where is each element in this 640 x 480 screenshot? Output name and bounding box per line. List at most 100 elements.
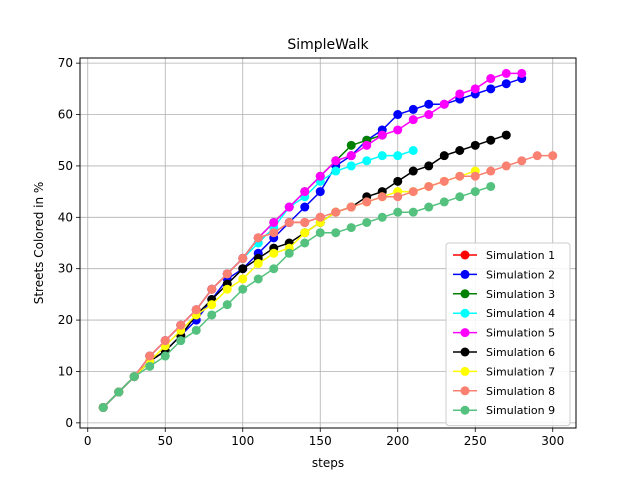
y-tick-label: 70 bbox=[58, 56, 73, 70]
data-point bbox=[439, 151, 449, 161]
data-point bbox=[470, 171, 480, 181]
data-point bbox=[160, 336, 170, 346]
legend-entry: Simulation 3 bbox=[453, 288, 555, 301]
data-point bbox=[501, 68, 511, 78]
data-point bbox=[393, 207, 403, 217]
legend-entry: Simulation 7 bbox=[453, 365, 555, 378]
legend-entry: Simulation 8 bbox=[453, 385, 555, 398]
data-point bbox=[284, 217, 294, 227]
y-tick-label: 60 bbox=[58, 108, 73, 122]
data-point bbox=[501, 79, 511, 89]
data-point bbox=[393, 192, 403, 202]
data-point bbox=[439, 99, 449, 109]
data-point bbox=[486, 166, 496, 176]
data-point bbox=[346, 151, 356, 161]
data-point bbox=[362, 140, 372, 150]
data-point bbox=[455, 89, 465, 99]
data-point bbox=[486, 135, 496, 145]
data-point bbox=[300, 187, 310, 197]
legend-label: Simulation 3 bbox=[486, 288, 555, 301]
data-point bbox=[315, 212, 325, 222]
legend-entry: Simulation 9 bbox=[453, 404, 555, 417]
data-point bbox=[532, 151, 542, 161]
legend-swatch-marker bbox=[460, 386, 470, 396]
y-tick-label: 10 bbox=[58, 364, 73, 378]
y-axis-title: Streets Colored in % bbox=[32, 182, 46, 305]
y-tick-label: 20 bbox=[58, 313, 73, 327]
data-point bbox=[346, 202, 356, 212]
data-point bbox=[222, 300, 232, 310]
data-point bbox=[408, 115, 418, 125]
legend-label: Simulation 4 bbox=[486, 307, 555, 320]
data-point bbox=[315, 187, 325, 197]
data-point bbox=[98, 402, 108, 412]
x-axis-title: steps bbox=[312, 456, 344, 470]
plot-frame bbox=[79, 57, 577, 429]
data-point bbox=[470, 84, 480, 94]
data-point bbox=[424, 110, 434, 120]
data-point bbox=[269, 217, 279, 227]
data-point bbox=[517, 68, 527, 78]
x-tick-label: 200 bbox=[386, 434, 409, 448]
data-point bbox=[455, 192, 465, 202]
legend-swatch-marker bbox=[460, 328, 470, 338]
legend-box bbox=[445, 242, 571, 427]
data-point bbox=[346, 223, 356, 233]
data-point bbox=[253, 233, 263, 243]
legend-swatch-marker bbox=[460, 250, 470, 260]
data-point bbox=[408, 146, 418, 155]
legend-entry: Simulation 5 bbox=[453, 327, 555, 340]
data-point bbox=[486, 181, 496, 191]
legend-swatch-marker bbox=[460, 366, 470, 376]
data-point bbox=[238, 253, 248, 263]
data-point bbox=[238, 284, 248, 294]
data-point bbox=[191, 305, 201, 315]
legend-label: Simulation 8 bbox=[486, 385, 555, 398]
y-tick-label: 40 bbox=[58, 210, 73, 224]
legend-label: Simulation 6 bbox=[486, 346, 555, 359]
data-point bbox=[331, 207, 341, 217]
legend-label: Simulation 9 bbox=[486, 404, 555, 417]
x-tick-label: 250 bbox=[464, 434, 487, 448]
data-point bbox=[300, 228, 310, 238]
data-point bbox=[269, 228, 279, 238]
data-point bbox=[393, 110, 403, 120]
data-point bbox=[408, 104, 418, 114]
ticks: 0 50 100 150 200 250 300 0 10 20 30 40 50 60 70 bbox=[58, 56, 564, 448]
legend-swatch-marker bbox=[460, 269, 470, 279]
data-point bbox=[470, 140, 480, 150]
data-point bbox=[129, 372, 139, 382]
data-point bbox=[222, 269, 232, 279]
data-point bbox=[176, 336, 186, 346]
legend-label: Simulation 2 bbox=[486, 268, 555, 281]
data-point bbox=[145, 361, 155, 371]
legend-entry: Simulation 1 bbox=[453, 249, 555, 262]
data-point bbox=[455, 146, 465, 155]
data-point bbox=[114, 387, 124, 397]
data-point bbox=[470, 187, 480, 197]
legend: Simulation 1 Simulation 2 Simulation 3 Simu… bbox=[445, 242, 571, 427]
data-point bbox=[424, 202, 434, 212]
data-point bbox=[145, 351, 155, 361]
data-point bbox=[300, 202, 310, 212]
data-point bbox=[346, 161, 356, 171]
data-point bbox=[393, 151, 403, 161]
data-point bbox=[207, 310, 217, 320]
y-tick-label: 0 bbox=[65, 416, 73, 430]
data-point bbox=[253, 259, 263, 269]
data-point bbox=[207, 284, 217, 294]
data-point bbox=[362, 156, 372, 166]
data-point bbox=[424, 99, 434, 109]
data-point bbox=[377, 192, 387, 202]
data-point bbox=[269, 264, 279, 274]
series-9 bbox=[98, 181, 496, 412]
x-tick-label: 150 bbox=[309, 434, 332, 448]
y-tick-label: 30 bbox=[58, 262, 73, 276]
legend-swatch-marker bbox=[460, 308, 470, 318]
data-point bbox=[548, 151, 558, 161]
data-point bbox=[377, 212, 387, 222]
data-point bbox=[501, 161, 511, 171]
data-point bbox=[300, 238, 310, 248]
data-point bbox=[346, 140, 356, 150]
data-point bbox=[300, 217, 310, 227]
